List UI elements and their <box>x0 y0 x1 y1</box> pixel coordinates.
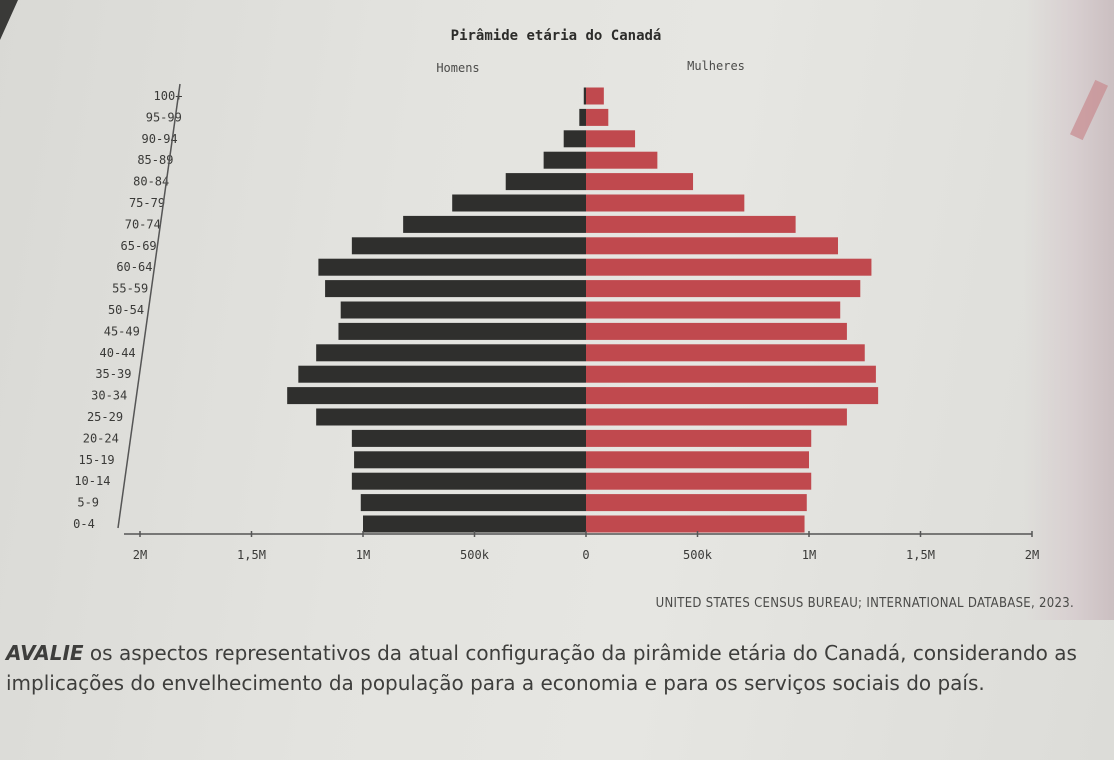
bar-women-10-14 <box>586 472 812 490</box>
bar-men-10-14 <box>351 472 586 490</box>
bar-men-70-74 <box>403 215 586 233</box>
age-label-15-19: 15-19 <box>79 453 115 467</box>
bar-men-15-19 <box>354 451 586 469</box>
bar-women-0-4 <box>586 515 805 533</box>
age-label-60-64: 60-64 <box>116 260 152 274</box>
bar-women-15-19 <box>586 451 809 469</box>
x-tick-label: 500k <box>683 548 713 562</box>
x-tick-label: 2M <box>133 548 147 562</box>
bar-men-80-84 <box>505 173 586 191</box>
age-label-0-4: 0-4 <box>73 517 95 531</box>
bar-men-0-4 <box>363 515 586 533</box>
age-label-5-9: 5-9 <box>77 496 99 510</box>
age-label-25-29: 25-29 <box>87 410 123 424</box>
age-label-85-89: 85-89 <box>137 153 173 167</box>
bar-women-60-64 <box>586 258 872 276</box>
bar-men-95-99 <box>579 108 586 126</box>
age-label-45-49: 45-49 <box>104 324 140 338</box>
bar-men-30-34 <box>287 387 586 405</box>
bar-women-100+ <box>586 87 604 105</box>
page-edge-shadow <box>1024 0 1114 620</box>
x-tick-label: 1M <box>802 548 816 562</box>
bar-women-70-74 <box>586 215 796 233</box>
age-label-55-59: 55-59 <box>112 282 148 296</box>
bar-women-85-89 <box>586 151 658 169</box>
age-label-80-84: 80-84 <box>133 175 169 189</box>
bar-women-25-29 <box>586 408 847 426</box>
age-group-labels: 0-4 5-9 10-14 15-19 20-24 25-29 30-34 35-39 40-4… <box>73 83 183 531</box>
bar-men-40-44 <box>316 344 586 362</box>
age-label-90-94: 90-94 <box>142 132 178 146</box>
bar-men-55-59 <box>325 280 586 298</box>
age-label-50-54: 50-54 <box>108 303 144 317</box>
legend-men-label: Homens <box>436 61 479 75</box>
bar-women-50-54 <box>586 301 841 319</box>
y-axis-line <box>117 83 181 529</box>
bar-men-35-39 <box>298 365 586 383</box>
bar-men-45-49 <box>338 322 586 340</box>
age-label-20-24: 20-24 <box>83 431 119 445</box>
bar-women-30-34 <box>586 387 879 405</box>
bar-women-35-39 <box>586 365 876 383</box>
bar-men-75-79 <box>452 194 586 212</box>
bar-women-80-84 <box>586 173 694 191</box>
bar-men-100+ <box>583 87 586 105</box>
bar-men-50-54 <box>340 301 586 319</box>
bar-women-20-24 <box>586 429 812 447</box>
age-label-10-14: 10-14 <box>74 474 110 488</box>
age-label-70-74: 70-74 <box>125 217 161 231</box>
bar-women-45-49 <box>586 322 847 340</box>
question-body: os aspectos representativos da atual con… <box>6 641 1077 695</box>
bar-men-65-69 <box>351 237 586 255</box>
question-lead-word: AVALIE <box>6 641 84 665</box>
bar-men-20-24 <box>351 429 586 447</box>
x-tick-label: 0 <box>582 548 589 562</box>
age-label-40-44: 40-44 <box>100 346 136 360</box>
age-label-75-79: 75-79 <box>129 196 165 210</box>
bar-women-5-9 <box>586 494 807 512</box>
page-corner-shadow <box>0 0 18 40</box>
age-label-100+: 100+ <box>154 89 183 103</box>
x-tick-label: 1M <box>356 548 370 562</box>
bar-women-75-79 <box>586 194 745 212</box>
bar-women-40-44 <box>586 344 865 362</box>
age-label-35-39: 35-39 <box>95 367 131 381</box>
pyramid-bars <box>287 87 879 533</box>
chart-title: Pirâmide etária do Canadá <box>451 28 662 44</box>
bar-men-90-94 <box>563 130 586 148</box>
x-tick-label: 500k <box>460 548 490 562</box>
x-tick-label: 2M <box>1025 548 1039 562</box>
population-pyramid-chart: Pirâmide etária do Canadá Homens Mulhere… <box>73 28 1039 562</box>
x-axis: 2M 1,5M 1M 500k 0 500k 1M 1,5M 2M <box>124 531 1039 562</box>
bar-men-25-29 <box>316 408 586 426</box>
bar-women-55-59 <box>586 280 861 298</box>
bar-women-65-69 <box>586 237 838 255</box>
bar-men-5-9 <box>360 494 586 512</box>
bar-women-95-99 <box>586 108 609 126</box>
x-tick-label: 1,5M <box>237 548 266 562</box>
question-text: AVALIE os aspectos representativos da at… <box>6 638 1096 698</box>
legend-women-label: Mulheres <box>687 59 745 73</box>
bar-men-85-89 <box>543 151 586 169</box>
bar-men-60-64 <box>318 258 586 276</box>
bar-women-90-94 <box>586 130 636 148</box>
source-caption: UNITED STATES CENSUS BUREAU; INTERNATION… <box>655 596 1074 611</box>
age-label-30-34: 30-34 <box>91 389 127 403</box>
x-tick-label: 1,5M <box>906 548 935 562</box>
age-label-95-99: 95-99 <box>146 110 182 124</box>
age-label-65-69: 65-69 <box>121 239 157 253</box>
